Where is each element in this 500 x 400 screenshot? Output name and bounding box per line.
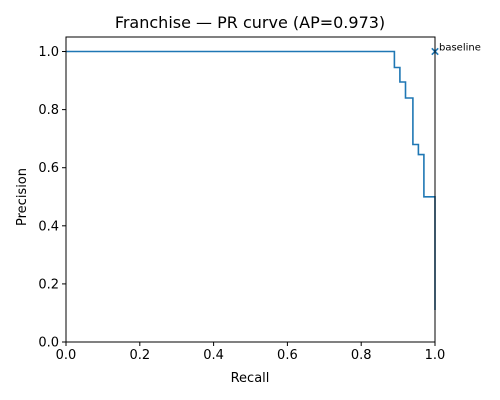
chart-title: Franchise — PR curve (AP=0.973) bbox=[115, 13, 385, 32]
plot-frame bbox=[66, 37, 435, 342]
x-tick-label-2: 0.4 bbox=[203, 348, 224, 363]
x-axis-label: Recall bbox=[231, 371, 270, 386]
y-tick-label-0: 0.0 bbox=[38, 336, 59, 351]
x-tick-label-1: 0.2 bbox=[129, 348, 150, 363]
y-tick-label-2: 0.4 bbox=[38, 219, 59, 234]
pr-curve-line-0 bbox=[66, 52, 435, 311]
y-tick-label-1: 0.2 bbox=[38, 277, 59, 292]
y-tick-label-3: 0.6 bbox=[38, 161, 59, 176]
x-tick-label-5: 1.0 bbox=[425, 348, 446, 363]
baseline-label: baseline bbox=[439, 43, 481, 54]
y-tick-label-4: 0.8 bbox=[38, 103, 59, 118]
y-axis-label: Precision bbox=[15, 168, 30, 226]
x-tick-label-3: 0.6 bbox=[277, 348, 298, 363]
x-tick-label-4: 0.8 bbox=[351, 348, 372, 363]
y-tick-label-5: 1.0 bbox=[38, 45, 59, 60]
